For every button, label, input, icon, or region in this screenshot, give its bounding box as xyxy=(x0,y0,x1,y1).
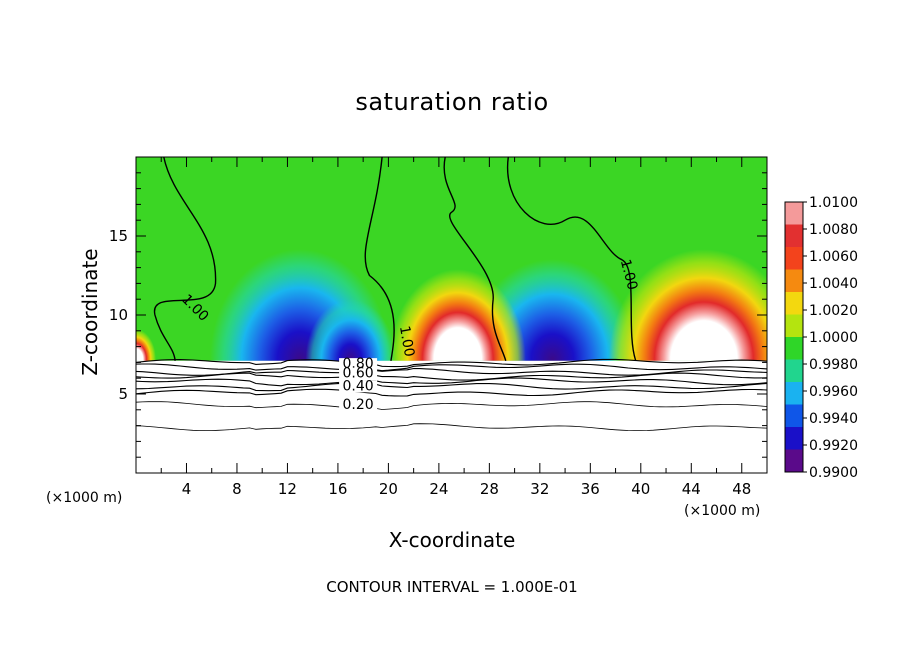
colorbar-swatch xyxy=(785,224,803,248)
saturation-field xyxy=(136,249,767,361)
colorbar-tick-label: 1.0000 xyxy=(809,330,858,346)
colorbar-tick-label: 0.9900 xyxy=(809,465,858,481)
colorbar-tick-label: 0.9920 xyxy=(809,438,858,454)
contour-label-bg-7 xyxy=(339,399,378,412)
y-unit-label: (×1000 m) xyxy=(46,490,123,506)
colorbar-tick-label: 1.0100 xyxy=(809,195,858,211)
x-tick-label: 24 xyxy=(429,480,448,498)
contour-line-low-4 xyxy=(135,372,768,381)
y-axis-label: Z-coordinate xyxy=(78,248,102,376)
colorbar-swatch xyxy=(785,202,803,225)
supersaturated-region-1 xyxy=(389,269,526,361)
colorbar-tick-label: 1.0060 xyxy=(809,249,858,265)
x-tick-label: 4 xyxy=(182,480,192,498)
contour-line-100-2 xyxy=(364,156,395,361)
colorbar-swatch xyxy=(785,359,803,383)
contour-label-7: 0.20 xyxy=(343,397,374,413)
colorbar-swatch xyxy=(785,314,803,338)
x-tick-label: 28 xyxy=(480,480,499,498)
colorbar-swatch xyxy=(785,292,803,315)
x-tick-label: 48 xyxy=(732,480,751,498)
x-tick-label: 16 xyxy=(328,480,347,498)
colorbar-swatch xyxy=(785,427,803,450)
contour-label-bg-6 xyxy=(339,380,378,393)
colorbar-tick-label: 0.9980 xyxy=(809,357,858,373)
lower-domain xyxy=(136,360,767,473)
x-tick-label: 44 xyxy=(682,480,701,498)
contour-interval-note: CONTOUR INTERVAL = 1.000E-01 xyxy=(326,578,578,596)
contour-line-low-5 xyxy=(135,377,768,387)
colorbar-tick-label: 1.0080 xyxy=(809,222,858,238)
colorbar-swatch xyxy=(785,404,803,428)
contour-line-low-1 xyxy=(135,358,768,368)
x-tick-label: 32 xyxy=(530,480,549,498)
contour-line-100-3 xyxy=(443,156,507,362)
contour-label-2: 1.00 xyxy=(396,325,417,358)
colorbar-swatch xyxy=(785,382,803,405)
contour-line-low-9 xyxy=(135,423,768,431)
contour-line-low-7 xyxy=(135,388,768,397)
x-tick-label: 20 xyxy=(379,480,398,498)
colorbar-swatch xyxy=(785,337,803,360)
y-tick-label: 10 xyxy=(109,306,128,324)
x-unit-label: (×1000 m) xyxy=(684,503,761,519)
y-tick-label: 5 xyxy=(118,385,128,403)
colorbar-swatch xyxy=(785,449,803,473)
colorbar-swatch xyxy=(785,247,803,270)
supersaturated-region-edge xyxy=(136,329,156,361)
x-tick-label: 36 xyxy=(581,480,600,498)
contour-line-low-6 xyxy=(135,382,768,392)
colorbar-tick-label: 0.9940 xyxy=(809,411,858,427)
subsaturated-region-2 xyxy=(305,299,396,361)
x-tick-label: 12 xyxy=(278,480,297,498)
chart-title: saturation ratio xyxy=(355,88,549,116)
y-tick-label: 15 xyxy=(109,227,128,245)
contour-label-5: 0.60 xyxy=(343,366,374,382)
contour-label-bg-5 xyxy=(339,367,378,380)
supersaturated-region-2 xyxy=(608,249,767,361)
x-tick-label: 8 xyxy=(232,480,242,498)
contour-label-bg-4 xyxy=(339,358,378,371)
colorbar-tick-label: 1.0040 xyxy=(809,276,858,292)
contour-line-low-2 xyxy=(135,363,768,372)
contour-line-100-4 xyxy=(506,156,637,362)
colorbar-swatch xyxy=(785,269,803,293)
contour-label-3: 1.00 xyxy=(617,258,641,292)
x-axis-label: X-coordinate xyxy=(388,528,516,552)
contour-line-low-8 xyxy=(135,401,768,410)
contour-label-6: 0.40 xyxy=(343,378,374,394)
contour-line-low-3 xyxy=(135,367,768,376)
colorbar-tick-label: 1.0020 xyxy=(809,303,858,319)
x-tick-label: 40 xyxy=(631,480,650,498)
colorbar-tick-label: 0.9960 xyxy=(809,384,858,400)
contour-line-100-1 xyxy=(154,156,217,361)
